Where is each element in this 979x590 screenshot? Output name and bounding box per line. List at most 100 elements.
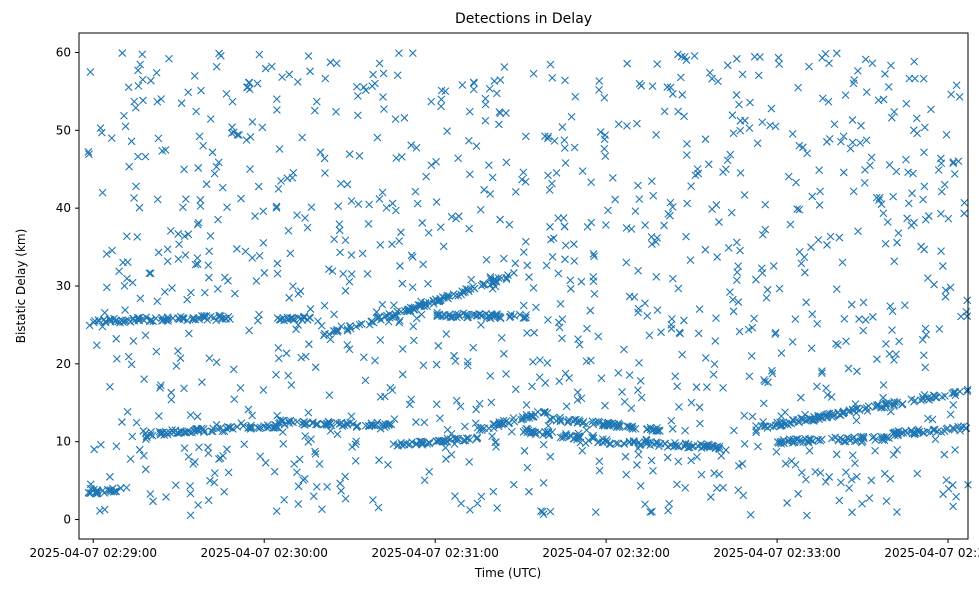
data-point bbox=[647, 438, 655, 446]
data-point bbox=[938, 262, 947, 270]
data-point bbox=[153, 97, 162, 106]
data-point bbox=[955, 92, 964, 101]
data-point bbox=[899, 428, 908, 437]
data-point bbox=[554, 214, 563, 223]
data-point bbox=[361, 376, 370, 385]
data-point bbox=[600, 144, 609, 153]
data-point bbox=[157, 95, 166, 103]
data-point bbox=[183, 295, 192, 304]
data-point bbox=[304, 408, 313, 417]
data-point bbox=[94, 316, 103, 324]
data-point bbox=[499, 254, 508, 263]
data-point bbox=[452, 310, 460, 319]
data-point bbox=[253, 79, 262, 88]
data-point bbox=[451, 492, 459, 501]
data-point bbox=[507, 427, 516, 436]
data-point bbox=[364, 220, 373, 228]
data-point bbox=[814, 412, 822, 421]
data-point bbox=[787, 457, 796, 465]
data-point bbox=[911, 74, 919, 83]
data-point bbox=[96, 440, 105, 449]
data-point bbox=[463, 361, 472, 370]
data-point bbox=[473, 433, 482, 442]
data-point bbox=[336, 248, 344, 257]
data-point bbox=[646, 423, 655, 432]
data-point bbox=[220, 487, 229, 496]
data-point bbox=[853, 367, 861, 376]
data-point bbox=[248, 118, 257, 126]
data-point bbox=[846, 144, 855, 153]
data-point bbox=[316, 148, 325, 157]
data-point bbox=[511, 187, 520, 196]
data-point bbox=[634, 386, 642, 395]
data-point bbox=[941, 286, 950, 295]
data-point bbox=[184, 452, 193, 461]
data-point bbox=[706, 493, 715, 501]
data-point bbox=[455, 312, 464, 321]
data-point bbox=[631, 424, 640, 433]
data-point bbox=[176, 312, 185, 321]
data-point bbox=[274, 343, 283, 352]
data-point bbox=[566, 284, 575, 293]
data-point bbox=[358, 249, 367, 258]
data-point bbox=[521, 237, 530, 246]
data-point bbox=[306, 313, 315, 322]
data-point bbox=[924, 212, 933, 220]
data-point bbox=[826, 232, 835, 241]
data-point bbox=[620, 397, 629, 406]
data-point bbox=[774, 438, 783, 447]
data-point bbox=[477, 492, 486, 501]
data-point bbox=[434, 341, 443, 350]
data-point bbox=[936, 154, 945, 163]
data-point bbox=[409, 336, 418, 345]
data-point bbox=[162, 493, 170, 501]
data-point bbox=[118, 49, 127, 57]
data-point bbox=[529, 69, 538, 78]
data-point bbox=[936, 209, 945, 218]
data-point bbox=[920, 182, 929, 191]
data-point bbox=[326, 58, 335, 67]
data-point bbox=[121, 122, 130, 131]
data-point bbox=[854, 227, 862, 236]
data-point bbox=[359, 353, 368, 362]
data-point bbox=[412, 440, 421, 448]
data-point bbox=[648, 507, 656, 516]
data-point bbox=[287, 381, 296, 389]
data-point bbox=[601, 152, 610, 161]
data-point bbox=[879, 381, 888, 389]
data-point bbox=[460, 422, 469, 431]
data-point bbox=[701, 245, 710, 254]
data-point bbox=[210, 478, 219, 487]
data-point bbox=[868, 59, 877, 68]
data-point bbox=[500, 63, 509, 71]
data-point bbox=[686, 256, 695, 265]
data-point bbox=[882, 340, 890, 348]
data-point bbox=[146, 490, 155, 498]
data-point bbox=[548, 252, 557, 261]
data-point bbox=[374, 503, 383, 512]
data-point bbox=[395, 316, 404, 325]
data-point bbox=[395, 318, 404, 327]
data-point bbox=[627, 404, 636, 413]
data-point bbox=[207, 427, 216, 436]
data-point bbox=[441, 443, 450, 452]
data-point bbox=[482, 309, 490, 318]
data-point bbox=[184, 88, 193, 97]
data-point bbox=[683, 139, 691, 148]
data-point bbox=[423, 439, 432, 448]
data-point bbox=[546, 507, 555, 516]
data-point bbox=[671, 372, 680, 381]
data-point bbox=[775, 284, 784, 293]
data-point bbox=[740, 191, 749, 199]
data-point bbox=[294, 482, 303, 491]
data-point bbox=[681, 483, 690, 492]
data-point bbox=[799, 438, 808, 447]
data-point bbox=[840, 315, 849, 323]
x-axis-label: Time (UTC) bbox=[474, 566, 541, 580]
data-point bbox=[475, 426, 484, 434]
data-point bbox=[940, 450, 949, 459]
data-point bbox=[354, 200, 363, 209]
data-point bbox=[560, 222, 569, 231]
data-point bbox=[242, 136, 251, 144]
data-point bbox=[873, 355, 881, 364]
